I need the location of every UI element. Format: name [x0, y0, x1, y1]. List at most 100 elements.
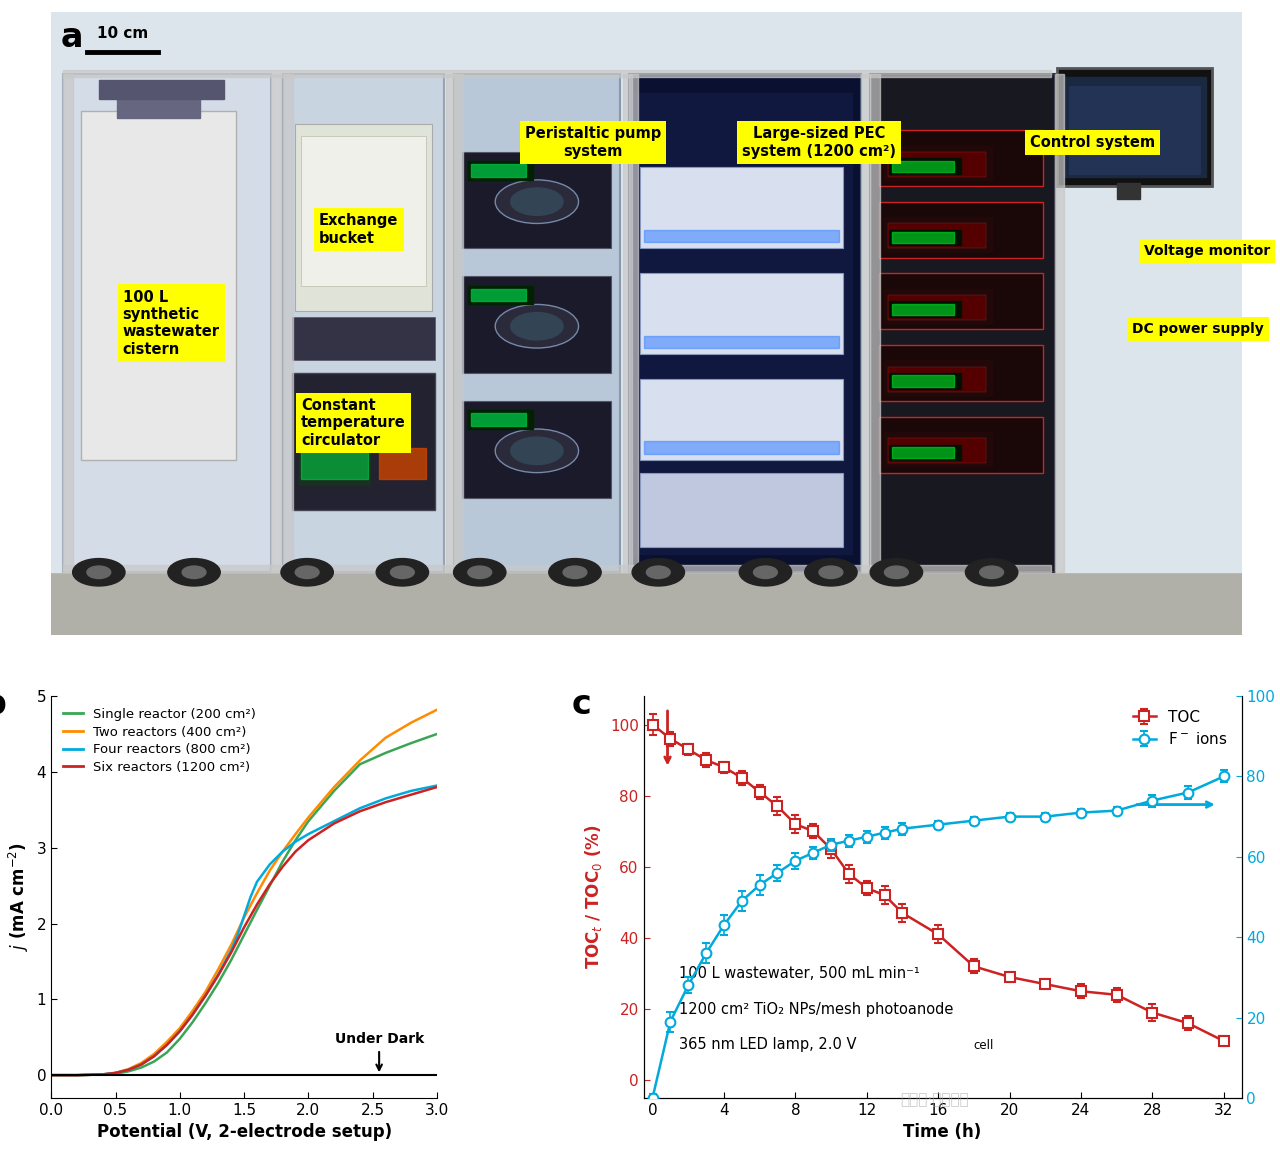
Four reactors (800 cm²): [69, 1069, 84, 1083]
Bar: [292, 373, 434, 510]
Single reactor (200 cm²): [159, 1045, 174, 1059]
Single reactor (200 cm²): [133, 1061, 148, 1075]
Four reactors (800 cm²): [44, 1069, 59, 1083]
Circle shape: [495, 305, 579, 348]
Text: c: c: [572, 688, 591, 721]
Six reactors (1200 cm²): [429, 780, 444, 794]
Circle shape: [965, 558, 1018, 586]
Two reactors (400 cm²): [352, 753, 367, 767]
Four reactors (800 cm²): [288, 835, 303, 849]
Bar: [892, 375, 954, 387]
Two reactors (400 cm²): [108, 1066, 123, 1080]
Single reactor (200 cm²): [403, 736, 419, 750]
Bar: [635, 92, 852, 554]
Bar: [890, 373, 961, 389]
Two reactors (400 cm²): [159, 1035, 174, 1049]
Text: b: b: [0, 688, 5, 721]
Bar: [888, 367, 986, 391]
Circle shape: [453, 558, 506, 586]
Circle shape: [549, 558, 602, 586]
Circle shape: [632, 558, 685, 586]
Single reactor (200 cm²): [44, 1069, 59, 1083]
Two reactors (400 cm²): [224, 938, 239, 952]
Bar: [379, 447, 426, 479]
Line: Single reactor (200 cm²): Single reactor (200 cm²): [51, 734, 436, 1076]
Text: Under Dark: Under Dark: [334, 1033, 424, 1070]
Bar: [471, 288, 526, 301]
Bar: [301, 137, 426, 286]
Single reactor (200 cm²): [326, 784, 342, 798]
Two reactors (400 cm²): [262, 863, 278, 877]
Bar: [462, 152, 611, 249]
Bar: [471, 165, 526, 176]
Two reactors (400 cm²): [198, 985, 214, 999]
Bar: [99, 81, 224, 99]
Y-axis label: TOC$_t$ / TOC$_0$ (%): TOC$_t$ / TOC$_0$ (%): [584, 825, 604, 969]
Text: Peristaltic pump
system: Peristaltic pump system: [525, 126, 660, 159]
Bar: [644, 442, 840, 454]
Six reactors (1200 cm²): [326, 816, 342, 830]
Single reactor (200 cm²): [198, 996, 214, 1010]
Circle shape: [467, 566, 492, 578]
Six reactors (1200 cm²): [69, 1069, 84, 1083]
Bar: [301, 447, 367, 479]
Single reactor (200 cm²): [275, 854, 291, 868]
Bar: [81, 111, 236, 460]
Six reactors (1200 cm²): [108, 1066, 123, 1080]
Bar: [640, 273, 842, 354]
Bar: [892, 232, 954, 243]
Bar: [890, 301, 961, 317]
Six reactors (1200 cm²): [146, 1049, 161, 1063]
Six reactors (1200 cm²): [262, 877, 278, 891]
Circle shape: [495, 180, 579, 223]
Two reactors (400 cm²): [288, 827, 303, 841]
Single reactor (200 cm²): [172, 1031, 187, 1045]
Bar: [462, 277, 611, 373]
Four reactors (800 cm²): [198, 988, 214, 1002]
Two reactors (400 cm²): [378, 731, 393, 745]
Four reactors (800 cm²): [250, 875, 265, 889]
Bar: [628, 74, 860, 572]
Bar: [892, 160, 954, 172]
Six reactors (1200 cm²): [237, 920, 252, 934]
Circle shape: [511, 437, 563, 465]
Four reactors (800 cm²): [211, 967, 227, 981]
Single reactor (200 cm²): [352, 757, 367, 771]
Bar: [467, 410, 534, 429]
Four reactors (800 cm²): [133, 1057, 148, 1071]
Bar: [878, 130, 1043, 186]
Four reactors (800 cm²): [403, 784, 419, 798]
Bar: [63, 74, 73, 572]
Text: Large-sized PEC
system (1200 cm²): Large-sized PEC system (1200 cm²): [742, 126, 896, 159]
Four reactors (800 cm²): [108, 1066, 123, 1080]
Six reactors (1200 cm²): [211, 968, 227, 982]
Two reactors (400 cm²): [69, 1069, 84, 1083]
Four reactors (800 cm²): [159, 1038, 174, 1052]
Single reactor (200 cm²): [237, 927, 252, 941]
Six reactors (1200 cm²): [95, 1068, 110, 1082]
Bar: [888, 223, 986, 249]
Six reactors (1200 cm²): [198, 988, 214, 1002]
Text: a: a: [60, 21, 83, 54]
Circle shape: [390, 566, 415, 578]
Single reactor (200 cm²): [120, 1064, 136, 1078]
Two reactors (400 cm²): [211, 962, 227, 976]
Bar: [1057, 68, 1212, 186]
Text: DC power supply: DC power supply: [1132, 322, 1263, 336]
Four reactors (800 cm²): [429, 779, 444, 793]
Four reactors (800 cm²): [95, 1068, 110, 1082]
Circle shape: [646, 566, 671, 578]
Bar: [878, 273, 1043, 329]
Bar: [860, 74, 870, 572]
Single reactor (200 cm²): [108, 1066, 123, 1080]
Bar: [888, 296, 986, 320]
Two reactors (400 cm²): [250, 887, 265, 901]
Circle shape: [376, 558, 429, 586]
Six reactors (1200 cm²): [378, 795, 393, 809]
Single reactor (200 cm²): [224, 953, 239, 967]
Single reactor (200 cm²): [95, 1068, 110, 1082]
Text: 365 nm LED lamp, 2.0 V: 365 nm LED lamp, 2.0 V: [680, 1037, 856, 1052]
Single reactor (200 cm²): [262, 878, 278, 892]
Bar: [1116, 183, 1140, 199]
Circle shape: [740, 558, 791, 586]
